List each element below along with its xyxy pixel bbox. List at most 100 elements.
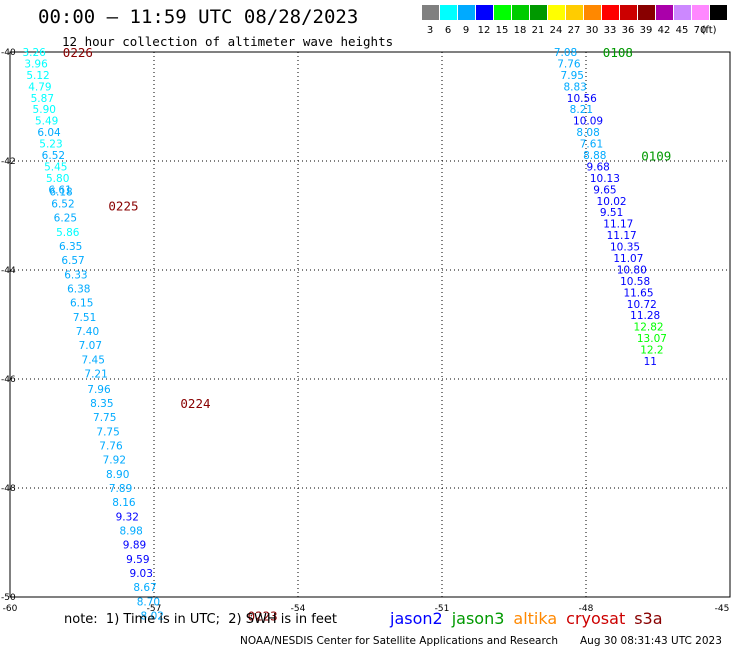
wave-height-value: 6.18	[49, 187, 72, 199]
lon-tick-label: -54	[291, 604, 306, 614]
lat-tick-label: -42	[1, 157, 16, 167]
wave-height-value: 7.61	[580, 139, 603, 151]
map-subtitle: 12 hour collection of altimeter wave hei…	[62, 34, 394, 49]
legend-swatch	[530, 5, 547, 20]
grid-layer	[9, 51, 731, 598]
wave-height-value: 12.2	[640, 345, 663, 357]
wave-height-value: 3.96	[24, 58, 48, 70]
wave-height-value: 7.75	[96, 426, 119, 438]
wave-height-value: 8.83	[563, 81, 586, 93]
wave-height-value: 9.03	[130, 568, 153, 580]
wave-height-value: 10.56	[567, 93, 597, 105]
wave-height-value: 8.67	[133, 582, 156, 594]
legend-label: 3	[426, 25, 434, 36]
wave-height-value: 7.76	[557, 58, 581, 70]
wave-height-value: 6.52	[42, 150, 65, 162]
wave-height-value: 8.88	[583, 150, 606, 162]
pass-time-label: 0223	[248, 609, 278, 624]
wave-height-value: 11.17	[603, 219, 633, 231]
wave-height-value: 7.75	[93, 412, 116, 424]
lat-tick-label: -50	[1, 593, 16, 603]
legend-swatch	[476, 5, 493, 20]
legend-label: 9	[462, 25, 470, 36]
lat-tick-label: -40	[1, 48, 16, 58]
pass-time-label: 0108	[603, 45, 633, 60]
lon-tick-label: -48	[579, 604, 594, 614]
axis-ticks: -60 -57 -54 -51 -48 -45 -40 -42 -44 -46 -48 -50	[1, 48, 729, 614]
wave-height-value: 6.38	[67, 284, 90, 296]
lat-tick-label: -48	[1, 484, 16, 494]
legend-swatch	[566, 5, 583, 20]
wave-height-value: 7.21	[84, 369, 107, 381]
wave-height-value: 13.07	[637, 333, 667, 345]
footer-note: note: 1) Time is in UTC; 2) SWH is in fe…	[64, 612, 337, 627]
legend-swatch	[548, 5, 565, 20]
legend-label: 21	[531, 25, 545, 36]
pass-time-label: 0225	[108, 199, 138, 214]
legend-swatch	[458, 5, 475, 20]
lat-tick-label: -46	[1, 375, 16, 385]
lon-tick-label: -51	[435, 604, 450, 614]
legend-swatch	[494, 5, 511, 20]
wave-height-value: 5.90	[33, 104, 56, 116]
wave-height-value: 8.98	[119, 526, 142, 538]
satellite-label-cryosat: cryosat	[566, 609, 626, 628]
legend-label: 36	[621, 25, 635, 36]
track-west: 3.263.965.124.795.875.905.496.045.236.52…	[22, 45, 277, 624]
wave-height-value: 10.13	[590, 173, 620, 185]
legend-label: 24	[549, 25, 563, 36]
wave-height-value: 10.80	[617, 264, 647, 276]
legend-label: 33	[603, 25, 617, 36]
wave-height-value: 6.61	[48, 184, 71, 196]
wave-height-value: 6.25	[54, 213, 77, 225]
wave-height-value: 9.51	[600, 207, 623, 219]
legend-label: 39	[639, 25, 653, 36]
lon-tick-label: -60	[3, 604, 18, 614]
wave-height-value: 8.21	[570, 104, 593, 116]
legend-label: 27	[567, 25, 581, 36]
wave-height-value: 8.02	[141, 611, 164, 623]
wave-height-value: 11.07	[613, 253, 643, 265]
wave-height-value: 6.33	[64, 269, 87, 281]
wave-height-value: 7.95	[561, 70, 584, 82]
wave-height-value: 9.59	[126, 554, 149, 566]
legend-swatch	[656, 5, 673, 20]
legend-unit: (ft)	[701, 25, 717, 36]
wave-height-value: 11.17	[607, 230, 637, 242]
legend-label: 30	[585, 25, 599, 36]
map-frame	[9, 51, 731, 598]
wave-height-value: 5.49	[35, 116, 58, 128]
legend-swatch	[584, 5, 601, 20]
wave-height-value: 10.58	[620, 276, 650, 288]
wave-height-value: 5.12	[26, 70, 49, 82]
legend-swatch	[692, 5, 709, 20]
legend-swatch	[674, 5, 691, 20]
wave-height-value: 9.68	[586, 161, 609, 173]
wave-height-value: 5.86	[56, 227, 80, 239]
satellite-label-jason2: jason2	[390, 609, 443, 628]
satellite-label-s3a: s3a	[634, 609, 663, 628]
wave-height-value: 7.51	[73, 312, 96, 324]
wave-height-value: 6.04	[37, 127, 61, 139]
legend-swatch	[638, 5, 655, 20]
wave-height-value: 7.92	[103, 455, 126, 467]
wave-height-value: 5.23	[39, 139, 62, 151]
satellite-label-altika: altika	[513, 609, 558, 628]
legend-label: 12	[477, 25, 491, 36]
wave-height-value: 7.07	[79, 340, 102, 352]
wave-height-value: 7.08	[554, 47, 577, 59]
wave-height-value: 3.26	[22, 47, 46, 59]
pass-time-label: 0109	[641, 149, 671, 164]
lon-tick-label: -57	[147, 604, 162, 614]
legend-swatch	[620, 5, 637, 20]
pass-time-label: 0226	[63, 45, 93, 60]
wave-height-value: 8.35	[90, 398, 113, 410]
legend-label: 18	[513, 25, 527, 36]
wave-height-value: 6.57	[61, 255, 84, 267]
wave-height-value: 10.02	[597, 196, 627, 208]
legend-label: 70	[693, 25, 707, 36]
wave-height-value: 10.35	[610, 242, 640, 254]
wave-height-value: 6.52	[51, 199, 74, 211]
lon-tick-label: -45	[715, 604, 730, 614]
